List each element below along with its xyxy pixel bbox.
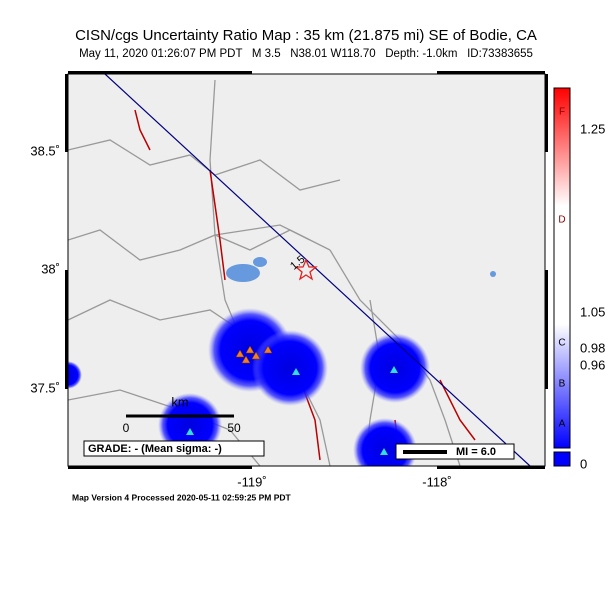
colorbar-tick: 0.96 [580,357,605,372]
colorbar-tick: 1.05 [580,304,605,319]
grade-letter: D [558,215,565,226]
scale-start: 0 [123,421,130,435]
colorbar-tick: 0.98 [580,340,605,355]
mi-legend: MI = 6.0 [456,446,496,458]
lon-label: -118˚ [422,474,451,489]
lat-label: 38˚ [41,261,60,276]
grade-letter: F [559,107,565,118]
colorbar-tick: 0 [580,456,587,471]
grade-letter: B [559,379,566,390]
footer: Map Version 4 Processed 2020-05-11 02:59… [72,492,292,502]
colorbar: F D C B A 1.25 1.05 0.98 0.96 0 [553,87,605,471]
event-info: May 11, 2020 01:26:07 PM PDT M 3.5 N38.0… [79,48,533,60]
title: CISN/cgs Uncertainty Ratio Map : 35 km (… [75,27,537,44]
colorbar-tick: 1.25 [580,121,605,136]
lat-label: 38.5˚ [30,143,60,158]
lat-label: 37.5˚ [30,380,60,395]
grade-letter: A [559,419,566,430]
map-area: 1.5 km 0 50 GRADE: - (Mean sigma: -) MI … [68,74,545,466]
scale-unit: km [171,394,188,409]
grade-letter: C [558,338,565,349]
scale-end: 50 [227,421,241,435]
grade: GRADE: - (Mean sigma: -) [88,443,222,455]
lon-label: -119˚ [237,474,266,489]
